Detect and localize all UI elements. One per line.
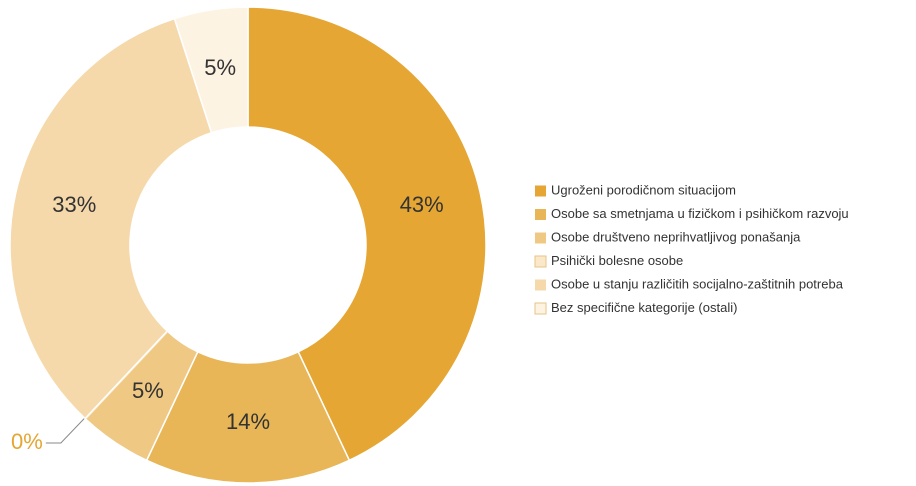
legend-label: Psihički bolesne osobe bbox=[551, 253, 683, 268]
slice bbox=[173, 6, 249, 134]
legend-label: Osobe društveno neprihvatljivog ponašanj… bbox=[551, 229, 801, 244]
data-label: 5% bbox=[132, 378, 164, 403]
data-label: 43% bbox=[400, 192, 444, 217]
legend-swatch bbox=[535, 279, 546, 291]
data-label: 33% bbox=[52, 192, 96, 217]
legend-swatch bbox=[535, 209, 546, 220]
data-label: 5% bbox=[204, 55, 236, 80]
legend-swatch bbox=[535, 185, 546, 197]
data-label: 14% bbox=[226, 409, 270, 434]
legend-label: Ugroženi porodičnom situacijom bbox=[551, 182, 736, 197]
slice bbox=[145, 350, 351, 484]
slice bbox=[9, 17, 213, 420]
legend-swatch bbox=[535, 232, 546, 244]
legend-label: Osobe sa smetnjama u fizičkom i psihičko… bbox=[551, 206, 849, 221]
slice bbox=[247, 6, 487, 462]
legend-swatch bbox=[534, 302, 547, 315]
legend-label: Osobe u stanju različitih socijalno-zašt… bbox=[551, 276, 844, 291]
data-label: 0% bbox=[11, 429, 43, 454]
legend-swatch bbox=[534, 255, 547, 268]
legend-label: Bez specifične kategorije (ostali) bbox=[551, 300, 737, 315]
